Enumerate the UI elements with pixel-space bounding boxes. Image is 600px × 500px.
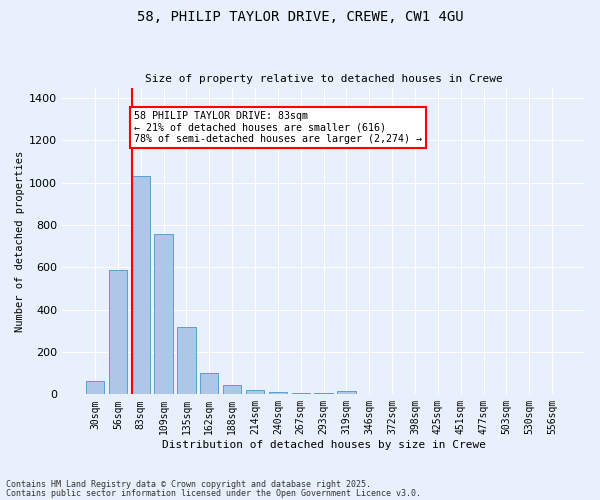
Text: Contains HM Land Registry data © Crown copyright and database right 2025.: Contains HM Land Registry data © Crown c… bbox=[6, 480, 371, 489]
Y-axis label: Number of detached properties: Number of detached properties bbox=[15, 150, 25, 332]
Bar bbox=[200, 373, 218, 394]
Bar bbox=[337, 391, 356, 394]
Bar bbox=[131, 176, 150, 394]
Bar bbox=[246, 390, 264, 394]
Bar bbox=[154, 234, 173, 394]
Text: Contains public sector information licensed under the Open Government Licence v3: Contains public sector information licen… bbox=[6, 489, 421, 498]
Bar bbox=[269, 392, 287, 394]
Text: 58, PHILIP TAYLOR DRIVE, CREWE, CW1 4GU: 58, PHILIP TAYLOR DRIVE, CREWE, CW1 4GU bbox=[137, 10, 463, 24]
Bar bbox=[223, 385, 241, 394]
Bar bbox=[86, 380, 104, 394]
Title: Size of property relative to detached houses in Crewe: Size of property relative to detached ho… bbox=[145, 74, 502, 84]
Text: 58 PHILIP TAYLOR DRIVE: 83sqm
← 21% of detached houses are smaller (616)
78% of : 58 PHILIP TAYLOR DRIVE: 83sqm ← 21% of d… bbox=[134, 111, 422, 144]
Bar bbox=[292, 392, 310, 394]
Bar bbox=[178, 326, 196, 394]
Bar bbox=[109, 270, 127, 394]
X-axis label: Distribution of detached houses by size in Crewe: Distribution of detached houses by size … bbox=[161, 440, 485, 450]
